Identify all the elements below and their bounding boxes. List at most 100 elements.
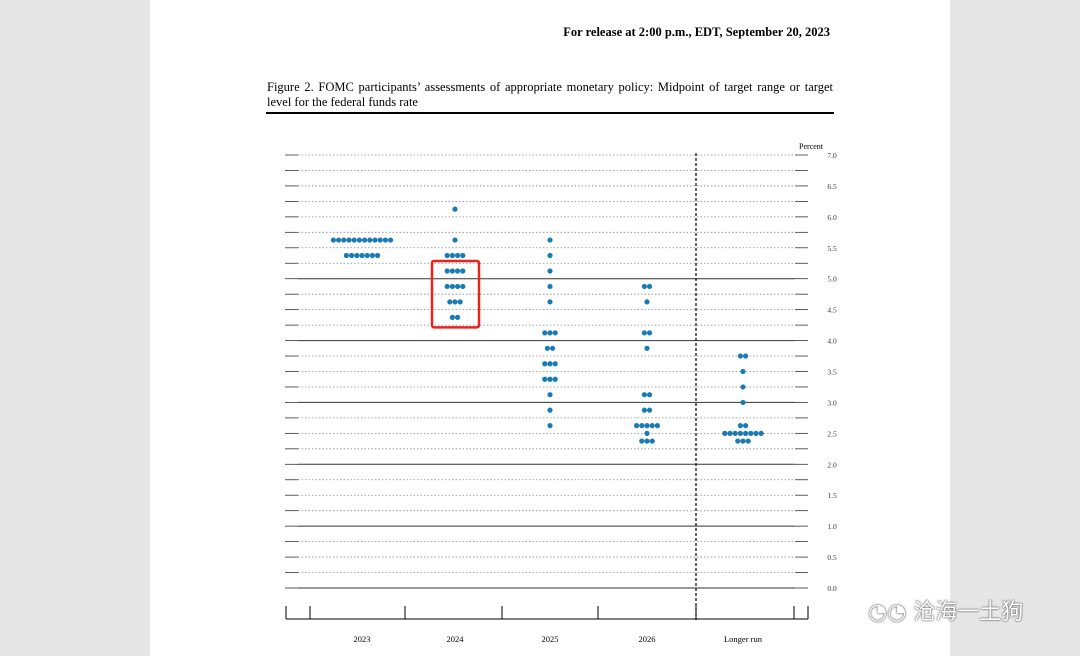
dot — [349, 252, 355, 259]
dot — [644, 430, 650, 436]
dot — [547, 299, 553, 305]
dot — [647, 392, 653, 398]
dot — [644, 438, 650, 444]
highlight-box — [430, 259, 481, 329]
dot — [641, 392, 648, 398]
dot — [444, 268, 450, 274]
dot — [452, 299, 458, 305]
dot — [388, 237, 394, 243]
dot — [542, 330, 548, 336]
y-tick-label: 2.0 — [827, 460, 837, 469]
dot — [547, 252, 553, 259]
dot — [455, 252, 461, 259]
dot — [552, 376, 558, 382]
y-tick-label: 3.5 — [827, 368, 837, 377]
dot — [644, 423, 650, 429]
dot — [737, 353, 744, 359]
dot — [547, 330, 553, 336]
dot — [452, 206, 458, 212]
dot — [367, 237, 373, 243]
y-tick-label: 3.0 — [827, 398, 837, 407]
dot — [745, 438, 751, 444]
wechat-icon: ◔◔ — [868, 600, 914, 625]
dot — [455, 268, 461, 274]
dot — [547, 392, 553, 398]
dot — [547, 407, 553, 413]
dot — [639, 423, 645, 429]
dot — [649, 438, 655, 444]
watermark-text: 沧海一土狗 — [913, 600, 1024, 625]
y-tick-label: 1.5 — [827, 491, 837, 500]
dot — [639, 438, 645, 444]
x-tick-label: 2024 — [447, 634, 465, 644]
dot — [748, 430, 754, 436]
x-tick-label: 2025 — [542, 634, 559, 644]
dot — [647, 330, 653, 336]
dot — [449, 268, 455, 274]
dot — [740, 368, 746, 375]
y-tick-label: 4.5 — [827, 306, 837, 315]
y-tick-label: 2.5 — [827, 429, 837, 438]
dot — [460, 283, 466, 290]
dot — [727, 430, 733, 436]
y-axis-label: Percent — [799, 142, 824, 151]
dot — [343, 252, 349, 259]
dot — [364, 252, 370, 259]
dot — [356, 237, 362, 243]
dot — [547, 237, 553, 243]
dot — [447, 299, 453, 305]
dot — [743, 353, 749, 359]
dot — [449, 283, 455, 290]
dot — [542, 361, 548, 367]
x-tick-label: 2026 — [639, 634, 656, 644]
dot — [460, 268, 466, 274]
dot — [634, 423, 640, 429]
dot — [722, 430, 728, 436]
dot — [647, 407, 653, 413]
dot — [740, 438, 746, 444]
dot — [375, 252, 381, 259]
dot — [740, 384, 746, 390]
figure-caption: Figure 2. FOMC participants’ assessments… — [267, 80, 833, 109]
dot — [336, 237, 342, 243]
y-tick-label: 1.0 — [827, 522, 837, 531]
dot — [449, 314, 455, 320]
dot — [377, 237, 383, 243]
dot — [743, 430, 749, 436]
dot — [460, 252, 466, 259]
dot — [457, 299, 463, 305]
dot — [547, 376, 553, 382]
dot — [758, 430, 764, 436]
y-tick-label: 6.5 — [827, 182, 837, 191]
dot — [362, 237, 368, 243]
dot — [644, 345, 650, 351]
dot — [359, 252, 365, 259]
dot — [649, 423, 655, 429]
dot — [654, 423, 661, 429]
dot — [444, 283, 450, 290]
x-tick-label: 2023 — [354, 634, 371, 644]
x-tick-label: Longer run — [724, 634, 763, 644]
dot — [552, 361, 558, 367]
y-tick-label: 5.5 — [827, 244, 837, 253]
watermark: ◔◔ 沧海一土狗 — [868, 594, 1023, 626]
dot — [641, 330, 648, 336]
dot — [354, 252, 360, 259]
dot — [732, 430, 738, 436]
dot — [547, 423, 553, 429]
document-page — [150, 0, 950, 656]
dot — [737, 423, 744, 429]
dot — [351, 237, 357, 243]
release-note: For release at 2:00 p.m., EDT, September… — [563, 25, 830, 39]
y-tick-label: 0.5 — [827, 553, 837, 562]
dot — [753, 430, 759, 436]
dot — [641, 407, 648, 413]
dot — [544, 345, 551, 351]
dot — [735, 438, 741, 444]
dot — [743, 423, 749, 429]
dot — [641, 283, 648, 290]
y-tick-label: 5.0 — [827, 275, 837, 284]
dot — [330, 237, 336, 243]
dot — [552, 330, 558, 336]
